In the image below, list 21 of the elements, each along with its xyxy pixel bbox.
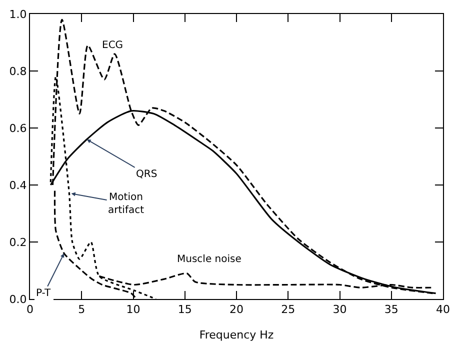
y-tick-label: 0.4	[9, 178, 27, 192]
x-axis-title: Frequency Hz	[199, 328, 274, 342]
annotation: QRS	[136, 169, 158, 180]
y-tick-label: 0.8	[9, 64, 27, 78]
y-tick-label: 1.0	[9, 8, 27, 21]
y-tick-label: 0.0	[9, 292, 27, 306]
x-tick-label: 15	[178, 303, 192, 316]
x-tick-label: 25	[281, 303, 296, 316]
x-tick-label: 40	[436, 303, 450, 316]
x-tick-label: 0	[26, 303, 34, 316]
x-tick-label: 35	[384, 303, 398, 316]
annotation: P-T	[36, 288, 52, 299]
y-tick-label: 0.6	[9, 122, 27, 135]
annotation: Muscle noise	[177, 254, 242, 265]
annotation: Motion artifact	[108, 192, 144, 216]
annotation: ECG	[102, 40, 124, 51]
y-tick-label: 0.2	[9, 236, 27, 249]
x-tick-label: 20	[230, 303, 244, 316]
x-tick-label: 30	[332, 303, 347, 316]
x-tick-label: 5	[78, 303, 86, 316]
x-tick-label: 10	[126, 303, 140, 316]
